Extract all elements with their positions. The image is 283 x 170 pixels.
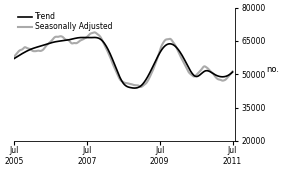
Y-axis label: no.: no. [266, 65, 279, 74]
Legend: Trend, Seasonally Adjusted: Trend, Seasonally Adjusted [18, 12, 113, 32]
